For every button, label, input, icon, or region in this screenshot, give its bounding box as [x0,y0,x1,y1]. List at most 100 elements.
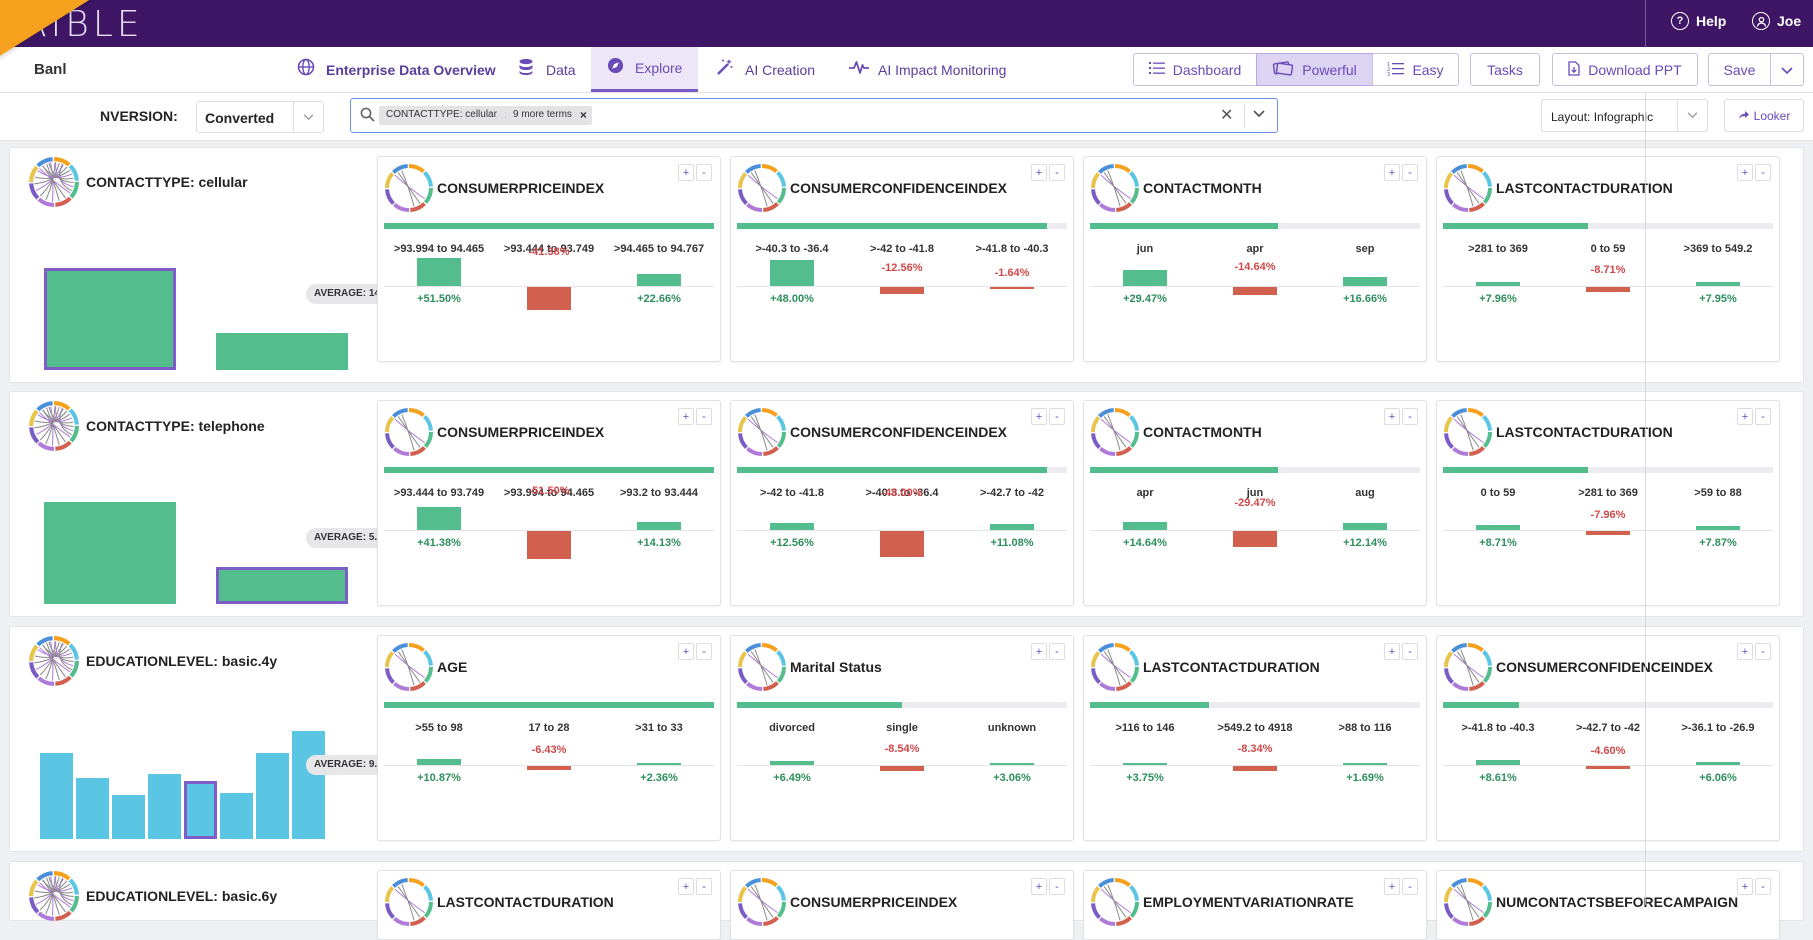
zoom-out-button[interactable]: - [1402,408,1418,425]
zoom-out-button[interactable]: - [1049,878,1065,895]
zoom-out-button[interactable]: - [1049,164,1065,181]
zoom-out-button[interactable]: - [1402,643,1418,660]
zoom-in-button[interactable]: + [1737,878,1753,895]
save-button[interactable]: Save [1708,53,1771,86]
tab-data[interactable]: Data [502,47,590,92]
bin-column[interactable]: 17 to 28 -6.43% [494,722,604,832]
zoom-out-button[interactable]: - [1755,408,1771,425]
bin-column[interactable]: >93.444 to 93.749 -41.38% [494,243,604,353]
summary-bar[interactable] [292,731,325,839]
bin-column[interactable]: >369 to 549.2 +7.95% [1663,243,1773,353]
filter-chip[interactable]: CONTACTTYPE: cellular × [379,106,517,125]
summary-bar[interactable] [184,781,217,839]
zoom-in-button[interactable]: + [1031,643,1047,660]
bin-column[interactable]: jun -29.47% [1200,487,1310,597]
tab-enterprise-data-overview[interactable]: Enterprise Data Overview [282,47,510,92]
bin-column[interactable]: >93.444 to 93.749 +41.38% [384,487,494,597]
zoom-in-button[interactable]: + [1737,164,1753,181]
help-button[interactable]: ? Help [1671,12,1726,30]
bin-column[interactable]: >281 to 369 -7.96% [1553,487,1663,597]
bin-column[interactable]: >-42.7 to -42 -4.60% [1553,722,1663,832]
tab-explore[interactable]: Explore [591,47,698,92]
zoom-in-button[interactable]: + [678,164,694,181]
bin-column[interactable]: 0 to 59 -8.71% [1553,243,1663,353]
bin-column[interactable]: >93.994 to 94.465 -51.50% [494,485,604,597]
save-options-button[interactable] [1770,53,1804,86]
bin-column[interactable]: >31 to 33 +2.36% [604,722,714,832]
conversion-select[interactable]: Converted [196,101,324,133]
zoom-out-button[interactable]: - [1755,878,1771,895]
chevron-down-icon[interactable] [1253,106,1265,121]
bin-column[interactable]: single -8.54% [847,722,957,832]
summary-bar[interactable] [44,268,176,370]
user-menu-button[interactable]: Joe [1752,12,1801,30]
summary-bar[interactable] [220,793,253,839]
bin-column[interactable]: apr +14.64% [1090,487,1200,597]
summary-bar[interactable] [44,502,176,604]
zoom-in-button[interactable]: + [1031,878,1047,895]
bin-column[interactable]: >59 to 88 +7.87% [1663,487,1773,597]
zoom-out-button[interactable]: - [696,643,712,660]
layout-select[interactable]: Layout: Infographic [1541,99,1708,132]
bin-column[interactable]: >-42 to -41.8 +12.56% [737,487,847,597]
zoom-out-button[interactable]: - [1402,164,1418,181]
bin-column[interactable]: >94.465 to 94.767 +22.66% [604,243,714,353]
search-box[interactable]: CONTACTTYPE: cellular × 9 more terms × ✕ [350,98,1278,133]
tab-ai-creation[interactable]: AI Creation [701,47,829,92]
powerful-view-button[interactable]: Powerful [1256,53,1373,86]
bin-column[interactable]: sep +16.66% [1310,243,1420,353]
bin-column[interactable]: >549.2 to 4918 -8.34% [1200,722,1310,832]
bin-column[interactable]: >55 to 98 +10.87% [384,722,494,832]
zoom-in-button[interactable]: + [1031,164,1047,181]
filter-chip[interactable]: 9 more terms × [506,106,592,125]
bin-column[interactable]: >-42 to -41.8 -12.56% [847,243,957,353]
summary-bar[interactable] [76,778,109,839]
zoom-in-button[interactable]: + [678,878,694,895]
bin-column[interactable]: unknown +3.06% [957,722,1067,832]
bin-column[interactable]: >116 to 146 +3.75% [1090,722,1200,832]
bin-column[interactable]: apr -14.64% [1200,243,1310,353]
summary-bar[interactable] [148,774,181,839]
tasks-button[interactable]: Tasks [1470,53,1540,86]
zoom-in-button[interactable]: + [1384,408,1400,425]
looker-button[interactable]: Looker [1724,99,1804,132]
bin-column[interactable]: jun +29.47% [1090,243,1200,353]
zoom-in-button[interactable]: + [678,643,694,660]
bin-column[interactable]: >-42.7 to -42 +11.08% [957,487,1067,597]
close-icon[interactable]: × [579,108,587,122]
zoom-in-button[interactable]: + [1384,643,1400,660]
bin-column[interactable]: >-36.1 to -26.9 +6.06% [1663,722,1773,832]
bin-column[interactable]: aug +12.14% [1310,487,1420,597]
zoom-in-button[interactable]: + [678,408,694,425]
zoom-in-button[interactable]: + [1737,408,1753,425]
zoom-in-button[interactable]: + [1384,164,1400,181]
zoom-in-button[interactable]: + [1737,643,1753,660]
summary-bar[interactable] [112,795,145,839]
bin-column[interactable]: >-40.3 to -36.4 +48.00% [737,243,847,353]
clear-icon[interactable]: ✕ [1220,107,1234,124]
bin-column[interactable]: 0 to 59 +8.71% [1443,487,1553,597]
zoom-out-button[interactable]: - [696,164,712,181]
summary-bar[interactable] [216,567,348,604]
zoom-out-button[interactable]: - [1049,643,1065,660]
summary-bar[interactable] [256,753,289,839]
zoom-out-button[interactable]: - [1755,643,1771,660]
summary-bar[interactable] [216,333,348,370]
bin-column[interactable]: >88 to 116 +1.69% [1310,722,1420,832]
bin-column[interactable]: >93.994 to 94.465 +51.50% [384,243,494,353]
bin-column[interactable]: >93.2 to 93.444 +14.13% [604,487,714,597]
zoom-in-button[interactable]: + [1031,408,1047,425]
bin-column[interactable]: >-41.8 to -40.3 -1.64% [957,243,1067,353]
zoom-out-button[interactable]: - [696,878,712,895]
bin-column[interactable]: >-41.8 to -40.3 +8.61% [1443,722,1553,832]
zoom-out-button[interactable]: - [1049,408,1065,425]
zoom-out-button[interactable]: - [1402,878,1418,895]
tab-ai-impact-monitoring[interactable]: AI Impact Monitoring [834,47,1020,92]
bin-column[interactable]: >-40.3 to -36.4 -48.00% [847,487,957,597]
zoom-out-button[interactable]: - [696,408,712,425]
summary-bar[interactable] [40,753,73,839]
bin-column[interactable]: >281 to 369 +7.96% [1443,243,1553,353]
download-ppt-button[interactable]: Download PPT [1552,53,1698,86]
dashboard-view-button[interactable]: Dashboard [1133,53,1257,86]
